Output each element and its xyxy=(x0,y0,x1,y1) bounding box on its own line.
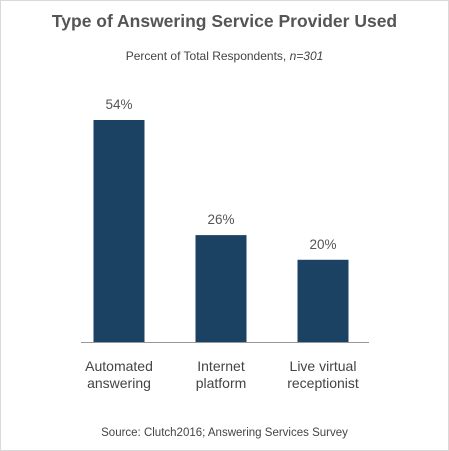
chart-source: Source: Clutch2016; Answering Services S… xyxy=(101,427,348,439)
category-label-2-line-1: Internet xyxy=(197,358,245,374)
category-label-1-line-1: Automated xyxy=(85,358,153,374)
subtitle-text: Percent of Total Respondents, xyxy=(125,49,290,63)
data-label-2: 26% xyxy=(207,212,234,227)
chart-title: Type of Answering Service Provider Used xyxy=(51,11,398,31)
data-label-1: 54% xyxy=(105,97,132,112)
chart-subtitle: Percent of Total Respondents, n=301 xyxy=(1,49,448,63)
category-label-2-line-2: platform xyxy=(196,375,247,391)
data-label-3: 20% xyxy=(309,237,336,252)
category-label-3-line-1: Live virtual xyxy=(290,358,357,374)
bar-2 xyxy=(195,235,247,342)
bar-1 xyxy=(93,120,145,342)
bar-3 xyxy=(297,259,349,342)
category-label-3-line-2: receptionist xyxy=(287,375,359,391)
category-label-1-line-2: answering xyxy=(87,375,151,391)
subtitle-sample-size: n=301 xyxy=(289,49,324,63)
